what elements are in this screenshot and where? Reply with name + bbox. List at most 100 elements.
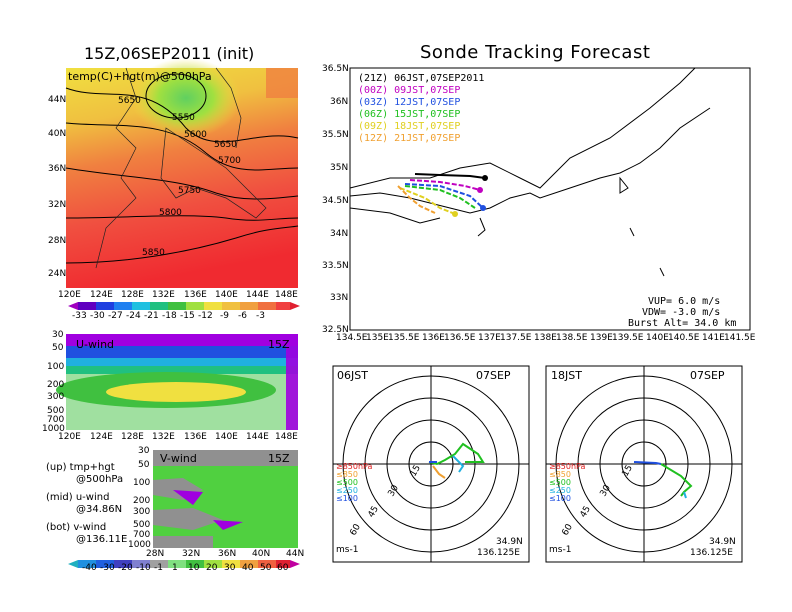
- vwind-level-tick: 700: [133, 530, 151, 540]
- vwind-lat-tick: 32N: [182, 549, 201, 559]
- note-up2: @500hPa: [76, 474, 124, 485]
- temp-colorbar-label: -33: [72, 311, 87, 321]
- uwind-level-tick: 50: [52, 343, 64, 353]
- temp-lat-tick: 40N: [48, 129, 67, 139]
- vwind-colorbar-label: -10: [136, 563, 151, 573]
- vwind-level-tick: 200: [133, 496, 151, 506]
- hodo-right-level: ≤850: [549, 470, 571, 479]
- vwind-level-tick: 1000: [128, 540, 151, 550]
- temp-lon-tick: 140E: [215, 290, 238, 300]
- track-lon-tick: 139E: [590, 333, 613, 343]
- temp-colorbar-label: -27: [108, 311, 123, 321]
- temp-lon-tick: 148E: [275, 290, 298, 300]
- uwind-level-tick: 30: [52, 330, 64, 340]
- vwind-label: V-wind: [160, 452, 197, 465]
- temp-map: [65, 58, 299, 288]
- track-map: [349, 67, 751, 331]
- track-lon-tick: 137E: [478, 333, 501, 343]
- hodo-left-time: 06JST: [337, 369, 368, 382]
- hodo-right-level: ≥850hPa: [549, 462, 586, 471]
- temp-colorbar-label: -12: [198, 311, 213, 321]
- hodo-right-time: 18JST: [551, 369, 582, 382]
- temp-colorbar-label: -6: [238, 311, 247, 321]
- track-legend-item: (21Z) 06JST,07SEP2011: [358, 73, 485, 84]
- vwind-time: 15Z: [268, 452, 290, 465]
- vwind-lat-tick: 28N: [146, 549, 165, 559]
- contour-label-5850: 5850: [142, 248, 165, 258]
- track-lat-tick: 36.5N: [322, 64, 349, 74]
- temp-lat-tick: 24N: [48, 269, 67, 279]
- track-lon-tick: 140.5E: [668, 333, 700, 343]
- hodo-left-lat: 34.9N: [496, 537, 523, 547]
- hodo-left-level: ≥850hPa: [336, 462, 373, 471]
- temp-lat-tick: 36N: [48, 164, 67, 174]
- hodo-right-date: 07SEP: [690, 369, 725, 382]
- vwind-lat-tick: 40N: [252, 549, 271, 559]
- track-lat-tick: 35.5N: [322, 130, 349, 140]
- track-lat-tick: 33.5N: [322, 261, 349, 271]
- temp-lat-tick: 44N: [48, 95, 67, 105]
- contour-label-5550: 5550: [172, 113, 195, 123]
- note-up: (up) tmp+hgt: [46, 462, 115, 473]
- vwind-colorbar: [68, 560, 300, 568]
- track-legend-item: (09Z) 18JST,07SEP: [358, 121, 461, 132]
- track-lon-tick: 136E: [422, 333, 445, 343]
- track-lon-tick: 135E: [366, 333, 389, 343]
- uwind-level-tick: 200: [47, 380, 65, 390]
- note-bot: (bot) v-wind: [46, 522, 107, 533]
- vwind-level-tick: 300: [133, 507, 151, 517]
- temp-lon-tick: 144E: [246, 290, 269, 300]
- temp-colorbar: [68, 302, 300, 310]
- temp-colorbar-label: -9: [220, 311, 229, 321]
- vwind-colorbar-label: 60: [277, 563, 289, 573]
- track-legend-item: (03Z) 12JST,07SEP: [358, 97, 461, 108]
- track-lon-tick: 134.5E: [336, 333, 368, 343]
- vwind-colorbar-label: 40: [242, 563, 254, 573]
- vwind-panel: [153, 450, 298, 548]
- hodo-right-unit: ms-1: [549, 545, 572, 555]
- vwind-colorbar-label: 30: [224, 563, 236, 573]
- track-legend-item: (00Z) 09JST,07SEP: [358, 85, 461, 96]
- vwind-level-tick: 500: [133, 520, 151, 530]
- contour-label-5650a: 5650: [118, 96, 141, 106]
- temp-lat-tick: 32N: [48, 200, 67, 210]
- uwind-label: U-wind: [76, 338, 115, 351]
- uwind-lon-tick: 148E: [275, 432, 298, 442]
- forecast-init-title: 15Z,06SEP2011 (init): [84, 44, 255, 63]
- hodo-left-level: ≤250: [336, 486, 358, 495]
- hodo-right-level: ≤250: [549, 486, 571, 495]
- contour-label-5800: 5800: [159, 208, 182, 218]
- track-lon-tick: 141E: [702, 333, 725, 343]
- vwind-colorbar-label: 10: [188, 563, 200, 573]
- uwind-lon-tick: 124E: [90, 432, 113, 442]
- vwind-colorbar-label: -30: [100, 563, 115, 573]
- vwind-colorbar-label: -1: [154, 563, 163, 573]
- hodo-left-date: 07SEP: [476, 369, 511, 382]
- hodo-left-level: ≤100: [336, 494, 358, 503]
- temp-colorbar-label: -18: [162, 311, 177, 321]
- hodo-left-level: ≤850: [336, 470, 358, 479]
- track-lon-tick: 138.5E: [556, 333, 588, 343]
- vwind-colorbar-label: -20: [118, 563, 133, 573]
- uwind-lon-tick: 140E: [215, 432, 238, 442]
- uwind-level-tick: 1000: [42, 424, 65, 434]
- track-lat-tick: 32.5N: [322, 325, 349, 335]
- uwind-panel: [56, 334, 298, 430]
- track-legend-item: (06Z) 15JST,07SEP: [358, 109, 461, 120]
- uwind-level-tick: 700: [47, 415, 65, 425]
- track-lat-tick: 34.5N: [322, 196, 349, 206]
- vwind-colorbar-label: 1: [172, 563, 178, 573]
- track-lon-tick: 141.5E: [724, 333, 756, 343]
- uwind-lon-tick: 144E: [246, 432, 269, 442]
- hodo-left-lon: 136.125E: [477, 548, 520, 558]
- uwind-lon-tick: 132E: [152, 432, 175, 442]
- uwind-lon-tick: 136E: [184, 432, 207, 442]
- uwind-lon-tick: 128E: [121, 432, 144, 442]
- note-bot2: @136.11E: [76, 534, 128, 545]
- vwind-lat-tick: 44N: [286, 549, 305, 559]
- temp-colorbar-label: -30: [90, 311, 105, 321]
- temp-lon-tick: 128E: [121, 290, 144, 300]
- temp-lon-tick: 132E: [152, 290, 175, 300]
- hodo-right-lat: 34.9N: [709, 537, 736, 547]
- track-lon-tick: 135.5E: [388, 333, 420, 343]
